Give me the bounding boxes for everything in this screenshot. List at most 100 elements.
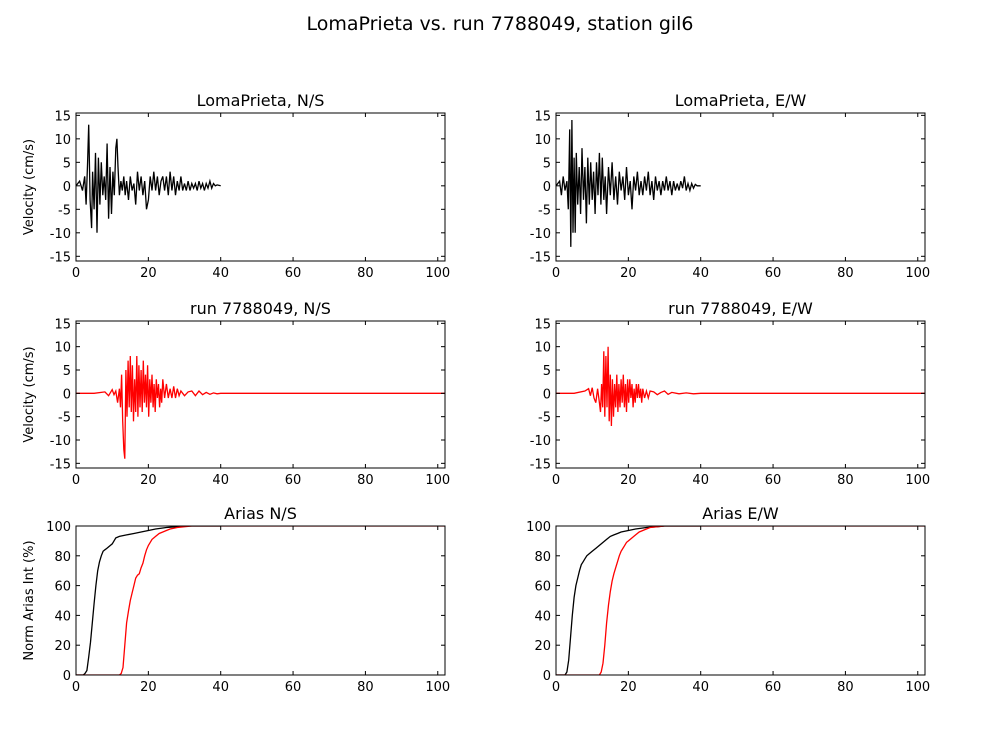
series-line-1: [76, 124, 221, 233]
y-tick-label: -15: [50, 457, 71, 472]
x-tick-label: 20: [620, 680, 637, 695]
series-line-1: [556, 526, 701, 675]
subplot-title: LomaPrieta, N/S: [197, 91, 325, 110]
y-tick-label: -5: [538, 411, 551, 426]
y-tick-label: 15: [534, 317, 551, 332]
y-tick-label: 60: [534, 580, 551, 595]
y-tick-label: 10: [54, 133, 71, 148]
subplot-title: Arias E/W: [702, 504, 779, 523]
series-line-1: [556, 346, 925, 427]
x-tick-label: 0: [552, 266, 560, 281]
y-axis-label: Norm Arias Int (%): [22, 540, 37, 660]
axes-frame: [75, 112, 446, 262]
x-tick-label: 100: [905, 266, 930, 281]
series-line-2: [556, 526, 925, 675]
x-tick-label: 80: [357, 680, 374, 695]
x-tick-label: 60: [285, 473, 302, 488]
x-tick-label: 80: [837, 266, 854, 281]
subplot-3: 0 20 40 60 80 100 -15 -10 -5 0 5 10 15 run 7788049, N…: [22, 299, 450, 488]
x-tick-label: 80: [837, 680, 854, 695]
y-tick-label: -15: [530, 250, 551, 265]
y-tick-label: 100: [46, 520, 71, 535]
x-tick-label: 60: [285, 266, 302, 281]
x-tick-label: 100: [905, 680, 930, 695]
x-tick-label: 0: [552, 473, 560, 488]
y-tick-label: 100: [526, 520, 551, 535]
y-tick-label: 0: [63, 180, 71, 195]
y-tick-label: 80: [54, 550, 71, 565]
subplot-6: 0 20 40 60 80 100 0 20 40 60 80 100 Arias E/W: [526, 504, 930, 695]
x-tick-label: 20: [140, 266, 157, 281]
y-tick-label: 0: [63, 387, 71, 402]
axes-frame: [75, 320, 446, 469]
axes-frame: [555, 525, 926, 676]
subplot-title: run 7788049, N/S: [190, 299, 331, 318]
x-tick-label: 40: [212, 266, 229, 281]
x-tick-label: 0: [72, 266, 80, 281]
subplot-title: Arias N/S: [224, 504, 297, 523]
x-tick-label: 0: [72, 473, 80, 488]
subplot-4: 0 20 40 60 80 100 -15 -10 -5 0 5 10 15 run 7788049, E…: [530, 299, 930, 488]
subplot-5: 0 20 40 60 80 100 0 20 40 60 80 100 Arias N/S Norm Ar…: [22, 504, 450, 695]
y-tick-label: 15: [54, 317, 71, 332]
x-tick-label: 40: [692, 680, 709, 695]
x-tick-label: 0: [552, 680, 560, 695]
x-tick-label: 40: [212, 680, 229, 695]
y-tick-label: 10: [54, 341, 71, 356]
x-tick-label: 40: [212, 473, 229, 488]
y-tick-label: 0: [543, 180, 551, 195]
y-tick-label: 40: [534, 609, 551, 624]
y-axis-label: Velocity (cm/s): [22, 346, 37, 442]
x-tick-label: 80: [357, 473, 374, 488]
x-tick-label: 20: [140, 680, 157, 695]
y-tick-label: 0: [543, 387, 551, 402]
x-tick-label: 20: [620, 266, 637, 281]
x-tick-label: 80: [837, 473, 854, 488]
subplot-title: run 7788049, E/W: [668, 299, 813, 318]
y-tick-label: 0: [543, 669, 551, 684]
y-tick-label: -10: [50, 434, 71, 449]
x-tick-label: 80: [357, 266, 374, 281]
figure-title: LomaPrieta vs. run 7788049, station gil6: [306, 13, 693, 35]
x-tick-label: 60: [765, 680, 782, 695]
subplot-1: 0 20 40 60 80 100 -15 -10 -5 0 5 10 15 LomaPrieta, N/…: [22, 91, 450, 281]
series-line-1: [76, 355, 445, 459]
x-tick-label: 60: [765, 473, 782, 488]
y-tick-label: 10: [534, 341, 551, 356]
y-tick-label: 80: [534, 550, 551, 565]
y-tick-label: -5: [58, 411, 71, 426]
series-line-1: [556, 119, 701, 247]
x-tick-label: 100: [425, 266, 450, 281]
x-tick-label: 20: [140, 473, 157, 488]
y-tick-label: -10: [530, 227, 551, 242]
axes-frame: [555, 320, 926, 469]
y-tick-label: -15: [50, 250, 71, 265]
x-tick-label: 100: [425, 473, 450, 488]
y-tick-label: 5: [543, 156, 551, 171]
x-tick-label: 40: [692, 266, 709, 281]
series-line-2: [76, 526, 445, 675]
x-tick-label: 100: [905, 473, 930, 488]
axes-frame: [75, 525, 446, 676]
y-tick-label: 40: [54, 609, 71, 624]
x-tick-label: 60: [765, 266, 782, 281]
y-tick-label: -10: [50, 227, 71, 242]
y-tick-label: 15: [534, 109, 551, 124]
y-tick-label: 10: [534, 133, 551, 148]
subplot-title: LomaPrieta, E/W: [675, 91, 807, 110]
x-tick-label: 100: [425, 680, 450, 695]
axes-frame: [555, 112, 926, 262]
y-tick-label: 20: [534, 639, 551, 654]
y-tick-label: -15: [530, 457, 551, 472]
y-tick-label: 5: [543, 364, 551, 379]
y-tick-label: 20: [54, 639, 71, 654]
y-axis-label: Velocity (cm/s): [22, 139, 37, 235]
y-tick-label: 5: [63, 364, 71, 379]
y-tick-label: -5: [538, 203, 551, 218]
y-tick-label: 60: [54, 580, 71, 595]
subplot-2: 0 20 40 60 80 100 -15 -10 -5 0 5 10 15 LomaPrieta, E/…: [530, 91, 930, 281]
x-tick-label: 0: [72, 680, 80, 695]
x-tick-label: 20: [620, 473, 637, 488]
y-tick-label: 0: [63, 669, 71, 684]
